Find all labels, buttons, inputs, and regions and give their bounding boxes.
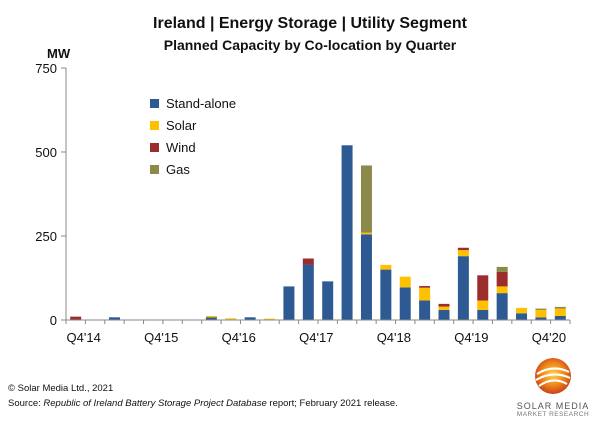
bar-segment xyxy=(496,271,508,287)
bar-segment xyxy=(380,264,392,270)
bar-segment xyxy=(360,165,372,233)
bar-segment xyxy=(108,317,120,320)
x-tick-label: Q4'16 xyxy=(222,330,256,345)
chart-title: Ireland | Energy Storage | Utility Segme… xyxy=(153,15,468,32)
bar-segment xyxy=(70,316,82,320)
bars-group xyxy=(70,145,566,321)
logo-text: SOLAR MEDIA xyxy=(516,401,590,411)
x-axis: Q4'14 Q4'15 Q4'16 Q4'17 Q4'18 Q4'19 Q4'20 xyxy=(65,319,571,345)
bar-segment xyxy=(535,309,547,318)
bar-segment xyxy=(399,287,411,320)
bar-segment xyxy=(205,315,217,318)
source-note: Source: Republic of Ireland Battery Stor… xyxy=(8,398,398,409)
source-title: Republic of Ireland Battery Storage Proj… xyxy=(43,398,267,409)
bar-segment xyxy=(457,256,469,320)
bar-segment xyxy=(283,286,295,320)
bar-segment xyxy=(264,318,276,320)
source-suffix: report; February 2021 release. xyxy=(266,398,398,409)
bar-segment xyxy=(496,293,508,320)
y-tick-label: 0 xyxy=(50,313,57,328)
bar-segment xyxy=(457,250,469,257)
legend-swatch xyxy=(150,165,159,174)
y-axis-label: MW xyxy=(47,46,71,61)
bar-segment xyxy=(322,281,334,320)
bar-segment xyxy=(360,232,372,235)
bar-segment xyxy=(244,317,256,320)
bar-segment xyxy=(419,286,431,288)
bar-segment xyxy=(302,258,314,265)
legend-label: Wind xyxy=(166,140,196,155)
x-tick-label: Q4'20 xyxy=(532,330,566,345)
y-tick-label: 250 xyxy=(35,229,57,244)
y-tick-label: 500 xyxy=(35,145,57,160)
legend-swatch xyxy=(150,99,159,108)
bar-segment xyxy=(438,306,450,310)
legend-swatch xyxy=(150,121,159,130)
bar-segment xyxy=(360,234,372,320)
bar-segment xyxy=(419,300,431,320)
bar-segment xyxy=(438,309,450,320)
bar-segment xyxy=(516,313,528,320)
legend-swatch xyxy=(150,143,159,152)
capacity-chart: Ireland | Energy Storage | Utility Segme… xyxy=(35,15,571,345)
bar-segment xyxy=(496,286,508,294)
legend-label: Stand-alone xyxy=(166,96,236,111)
bar-segment xyxy=(341,145,353,320)
legend-label: Solar xyxy=(166,118,197,133)
logo-sun-icon xyxy=(535,358,571,394)
legend-label: Gas xyxy=(166,162,190,177)
bar-segment xyxy=(477,309,489,320)
y-tick-label: 750 xyxy=(35,61,57,76)
bar-segment xyxy=(399,276,411,288)
x-tick-label: Q4'18 xyxy=(377,330,411,345)
x-tick-label: Q4'17 xyxy=(299,330,333,345)
bar-segment xyxy=(477,300,489,310)
bar-segment xyxy=(496,266,508,272)
bar-segment xyxy=(419,287,431,301)
bar-segment xyxy=(535,317,547,320)
source-prefix: Source: xyxy=(8,398,44,409)
x-tick-label: Q4'19 xyxy=(454,330,488,345)
bar-segment xyxy=(225,318,237,320)
bar-segment xyxy=(554,308,566,316)
bar-segment xyxy=(438,303,450,307)
bar-segment xyxy=(535,308,547,310)
bar-segment xyxy=(302,264,314,320)
bar-segment xyxy=(457,247,469,251)
bar-segment xyxy=(477,275,489,301)
bar-segment xyxy=(205,317,217,320)
copyright-note: © Solar Media Ltd., 2021 xyxy=(8,383,114,394)
bar-segment xyxy=(516,307,528,314)
x-tick-label: Q4'15 xyxy=(144,330,178,345)
legend: Stand-alone Solar Wind Gas xyxy=(150,96,236,177)
solar-media-logo: SOLAR MEDIA MARKET RESEARCH xyxy=(508,356,598,418)
x-tick-label: Q4'14 xyxy=(67,330,101,345)
y-axis: 0 250 500 750 xyxy=(35,61,67,328)
bar-segment xyxy=(554,306,566,309)
bar-segment xyxy=(554,315,566,320)
bar-segment xyxy=(380,269,392,320)
chart-subtitle: Planned Capacity by Co-location by Quart… xyxy=(164,37,457,53)
logo-subtext: MARKET RESEARCH xyxy=(516,411,590,418)
